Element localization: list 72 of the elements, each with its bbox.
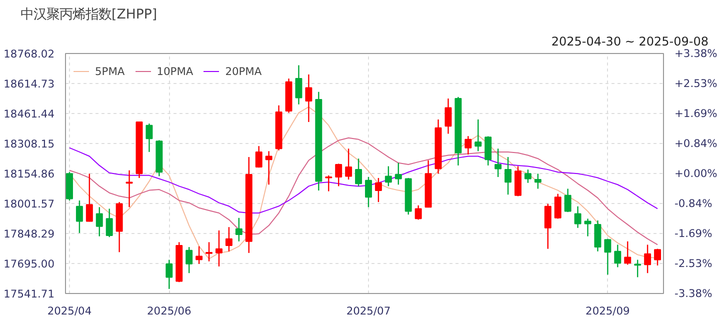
x-tick-label: 2025/07 bbox=[346, 304, 391, 318]
y-tick-label: 18614.73 bbox=[4, 78, 55, 90]
y2-tick-label: +0.84% bbox=[674, 137, 718, 150]
x-tick-label: 2025/06 bbox=[147, 304, 192, 318]
y2-tick-label: +1.69% bbox=[674, 107, 718, 120]
candlestick bbox=[364, 176, 372, 208]
candlestick bbox=[96, 206, 103, 237]
candlestick bbox=[574, 206, 582, 228]
candlestick bbox=[444, 98, 452, 134]
legend-label: 20PMA bbox=[225, 64, 262, 78]
candlestick bbox=[504, 156, 512, 196]
candlestick bbox=[265, 150, 272, 186]
y-tick-label: 18001.57 bbox=[4, 198, 55, 210]
candlestick bbox=[414, 204, 422, 220]
candlestick bbox=[335, 163, 342, 187]
candlestick bbox=[394, 162, 402, 186]
candlestick bbox=[325, 174, 332, 192]
candlestick bbox=[594, 220, 602, 252]
y-tick-label: 17848.29 bbox=[4, 228, 55, 240]
candlestick bbox=[624, 240, 632, 266]
candlestick bbox=[345, 148, 352, 180]
candlestick bbox=[484, 136, 492, 166]
legend-label: 5PMA bbox=[95, 64, 125, 78]
y2-tick-label: -1.69% bbox=[674, 227, 712, 240]
candlestick bbox=[524, 168, 532, 184]
candlestick bbox=[614, 244, 622, 268]
candlestick bbox=[604, 238, 612, 276]
x-tick-label: 2025/04 bbox=[47, 304, 92, 318]
candlestick bbox=[554, 193, 562, 220]
candlestick bbox=[384, 166, 392, 187]
y-tick-label: 18308.15 bbox=[4, 138, 55, 150]
y2-tick-label: +3.38% bbox=[674, 47, 718, 60]
candlestick bbox=[76, 200, 83, 234]
candlestick bbox=[206, 242, 213, 262]
chart-subtitle: 2025-04-30 ~ 2025-09-08 bbox=[551, 34, 709, 48]
candlestick bbox=[564, 188, 572, 213]
candlestick bbox=[186, 246, 193, 274]
candlestick bbox=[584, 218, 592, 237]
y-tick-label: 18461.44 bbox=[4, 108, 55, 120]
candlestick bbox=[464, 135, 472, 156]
y-tick-label: 18768.02 bbox=[4, 48, 55, 60]
legend-label: 10PMA bbox=[156, 64, 194, 78]
candlestick bbox=[146, 122, 153, 153]
candlestick bbox=[196, 246, 203, 264]
line-series bbox=[68, 137, 658, 246]
candlestick bbox=[654, 248, 662, 266]
candlestick bbox=[235, 217, 242, 242]
y-tick-label: 18154.86 bbox=[4, 168, 55, 180]
y-tick-label: 17695.00 bbox=[4, 258, 55, 270]
candlestick bbox=[86, 173, 93, 222]
candlestick bbox=[225, 226, 232, 252]
y2-tick-label: -0.84% bbox=[674, 196, 712, 210]
y2-tick-label: -3.38% bbox=[674, 287, 712, 300]
candlestick bbox=[474, 118, 482, 152]
y-tick-label: 17541.71 bbox=[4, 288, 55, 300]
candlestick bbox=[374, 177, 382, 203]
candlestick bbox=[295, 64, 302, 105]
candlestick bbox=[305, 74, 312, 123]
candlestick bbox=[544, 203, 552, 250]
y2-tick-label: +2.53% bbox=[674, 77, 718, 90]
candlestick bbox=[215, 230, 222, 268]
y2-tick-label: -2.53% bbox=[674, 256, 712, 270]
candlestick bbox=[106, 208, 113, 238]
candlestick bbox=[494, 148, 502, 178]
chart-title: 中汉聚丙烯指数[ZHPP] bbox=[20, 8, 158, 22]
candlestick bbox=[534, 173, 542, 190]
candlestick bbox=[166, 259, 173, 290]
y2-tick-label: +0.00% bbox=[674, 167, 718, 180]
candlestick bbox=[644, 244, 652, 274]
candlestick bbox=[355, 158, 362, 187]
x-tick-label: 2025/09 bbox=[586, 304, 630, 318]
candlestick bbox=[255, 145, 262, 168]
